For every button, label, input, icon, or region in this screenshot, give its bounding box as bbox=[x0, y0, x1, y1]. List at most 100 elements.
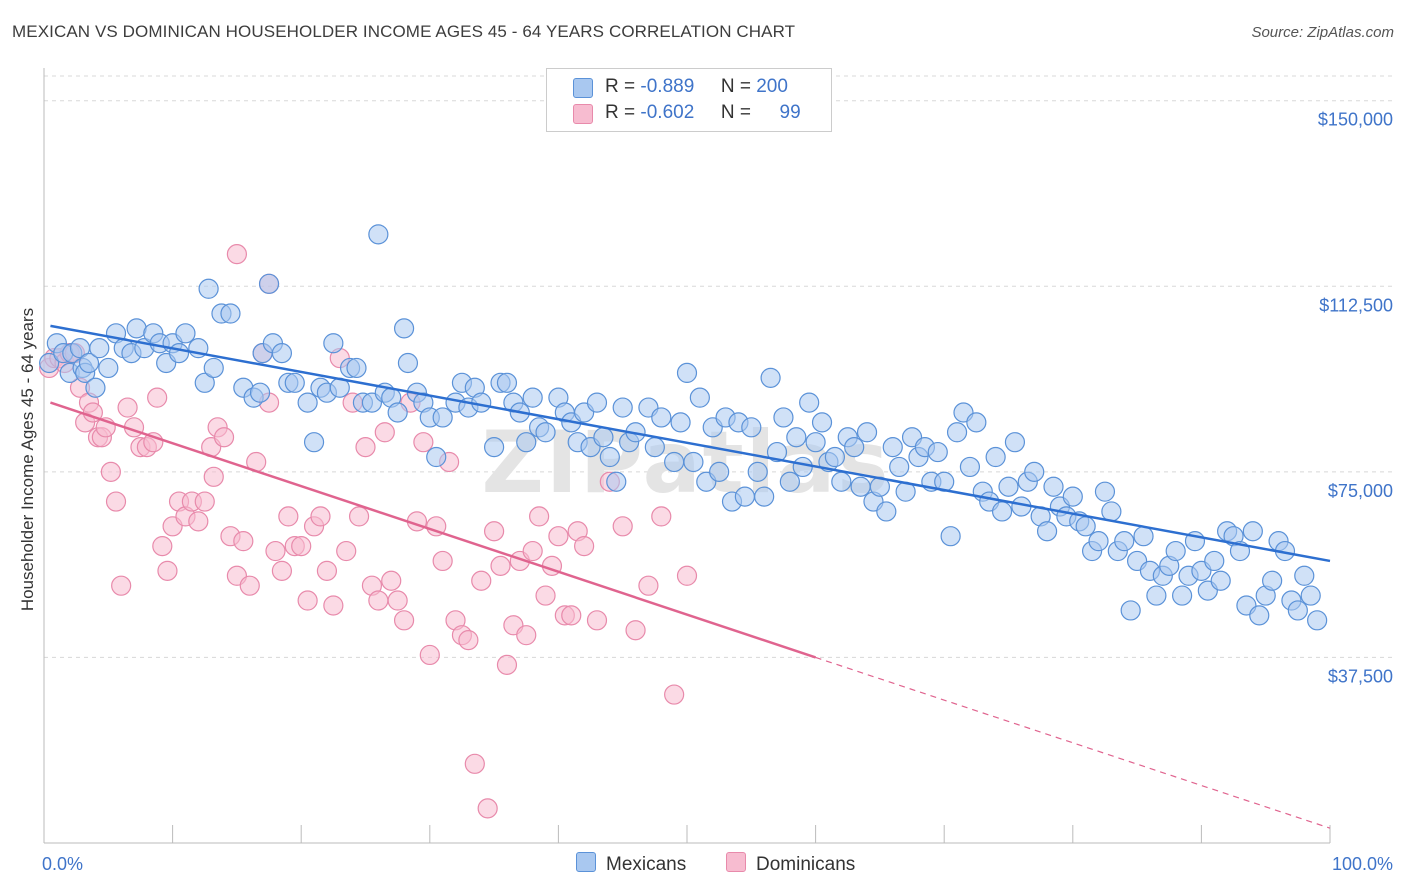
mexican-point bbox=[39, 352, 60, 374]
mexican-point bbox=[397, 352, 419, 374]
mexican-point bbox=[876, 501, 897, 522]
dominican-point bbox=[561, 605, 582, 626]
dominican-point bbox=[239, 575, 260, 596]
mexicans-n-label: N = bbox=[720, 76, 751, 97]
mexican-point bbox=[1088, 531, 1109, 552]
bottom-legend-mexicans[interactable]: Mexicans bbox=[576, 852, 686, 876]
mexican-point bbox=[297, 392, 318, 413]
mexican-point bbox=[998, 476, 1019, 497]
dominican-point bbox=[355, 437, 376, 458]
mexican-point bbox=[175, 323, 196, 344]
mexican-point bbox=[689, 387, 710, 408]
dominican-point bbox=[291, 535, 312, 557]
dominican-point bbox=[271, 560, 293, 581]
x-tick-label: 100.0% bbox=[1332, 854, 1393, 874]
dominican-point bbox=[381, 570, 402, 591]
y-tick-label: $150,000 bbox=[1318, 110, 1393, 130]
dominican-point bbox=[625, 620, 646, 641]
dominicans-legend-swatch bbox=[726, 852, 746, 872]
dominican-point bbox=[265, 540, 286, 562]
mexicans-r-label: R = bbox=[605, 76, 636, 97]
mexican-point bbox=[985, 446, 1006, 468]
dominican-point bbox=[471, 570, 492, 591]
chart-title: MEXICAN VS DOMINICAN HOUSEHOLDER INCOME … bbox=[12, 22, 796, 41]
mexican-point bbox=[522, 387, 543, 408]
mexican-point bbox=[323, 333, 344, 354]
mexican-point bbox=[670, 412, 691, 433]
mexican-point bbox=[651, 407, 672, 428]
mexican-point bbox=[368, 224, 389, 245]
mexican-point bbox=[683, 451, 704, 473]
mexican-point bbox=[760, 367, 781, 388]
dominican-point bbox=[432, 550, 453, 572]
mexican-point bbox=[664, 451, 685, 473]
dominicans-n-label: N = bbox=[720, 102, 751, 123]
mexican-point bbox=[1004, 432, 1026, 453]
dominican-point bbox=[574, 535, 595, 557]
dominicans-legend-label: Dominicans bbox=[756, 854, 856, 875]
dominicans-r-value: -0.602 bbox=[640, 102, 695, 123]
y-tick-label: $37,500 bbox=[1328, 666, 1393, 686]
mexican-point bbox=[346, 357, 367, 379]
dominican-point bbox=[310, 506, 331, 527]
mexican-point bbox=[709, 461, 730, 482]
mexican-point bbox=[991, 501, 1013, 522]
dominican-point bbox=[651, 506, 672, 527]
dominican-point bbox=[297, 590, 318, 611]
dominican-point bbox=[496, 654, 518, 675]
mexican-point bbox=[612, 397, 633, 418]
mexican-point bbox=[249, 382, 271, 403]
dominicans-swatch bbox=[573, 104, 593, 124]
mexican-point bbox=[89, 338, 110, 359]
mexican-point bbox=[85, 377, 106, 398]
dominican-point bbox=[516, 625, 537, 646]
mexican-point bbox=[786, 427, 807, 448]
dominican-point bbox=[548, 526, 569, 547]
mexican-point bbox=[676, 362, 698, 384]
mexican-point bbox=[754, 486, 775, 507]
mexican-point bbox=[1165, 540, 1186, 562]
mexican-point bbox=[1307, 610, 1328, 631]
dominican-point bbox=[100, 461, 121, 482]
dominican-point bbox=[586, 610, 608, 631]
mexican-point bbox=[1242, 521, 1263, 542]
mexican-point bbox=[1094, 481, 1116, 502]
dominican-point bbox=[278, 506, 299, 527]
dominican-point bbox=[612, 516, 633, 537]
dominican-point bbox=[348, 506, 370, 527]
mexican-point bbox=[940, 526, 961, 547]
mexican-point bbox=[831, 471, 852, 492]
mexican-point bbox=[535, 422, 556, 443]
mexican-point bbox=[168, 343, 190, 364]
dominican-point bbox=[419, 644, 440, 666]
mexicans-n-value: 200 bbox=[756, 76, 788, 97]
mexican-point bbox=[946, 422, 968, 443]
bottom-legend-dominicans[interactable]: Dominicans bbox=[726, 852, 855, 876]
mexican-point bbox=[792, 456, 813, 478]
mexican-point bbox=[586, 392, 608, 413]
mexican-point bbox=[1075, 516, 1096, 537]
dominican-point bbox=[664, 684, 685, 705]
mexican-point bbox=[1024, 461, 1045, 482]
dominican-point bbox=[426, 516, 447, 537]
y-tick-label: $112,500 bbox=[1319, 295, 1393, 315]
mexican-point bbox=[194, 372, 215, 393]
dominican-point bbox=[529, 506, 550, 527]
mexican-point bbox=[516, 432, 537, 453]
mexican-point bbox=[882, 437, 903, 458]
mexican-point bbox=[747, 461, 768, 482]
dominican-point bbox=[226, 244, 247, 265]
mexican-point bbox=[644, 437, 665, 458]
mexican-point bbox=[393, 318, 415, 339]
dominican-point bbox=[152, 535, 173, 557]
mexican-point bbox=[284, 372, 305, 393]
mexican-point bbox=[387, 402, 408, 423]
mexican-point bbox=[1287, 600, 1308, 621]
dominican-point bbox=[535, 585, 556, 606]
mexican-point bbox=[78, 352, 100, 374]
mexican-point bbox=[1300, 585, 1321, 606]
mexican-point bbox=[1062, 486, 1083, 507]
mexican-point bbox=[1294, 565, 1315, 586]
mexican-point bbox=[126, 318, 147, 339]
dominican-point bbox=[477, 798, 498, 819]
